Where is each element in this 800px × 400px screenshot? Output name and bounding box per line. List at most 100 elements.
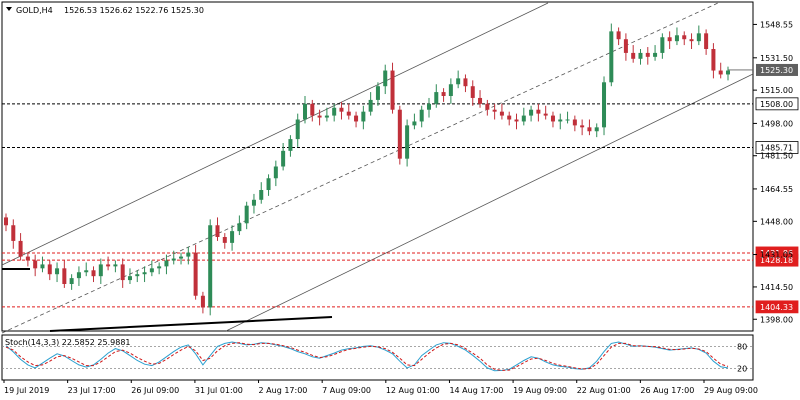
candle-body xyxy=(631,52,636,59)
candle-body xyxy=(361,111,366,122)
candle-body xyxy=(186,252,191,257)
price-level-box xyxy=(755,141,799,154)
candle-body xyxy=(295,119,300,140)
candle-body xyxy=(200,295,205,308)
candle-body xyxy=(434,92,439,104)
candle-body xyxy=(354,115,359,122)
candle-body xyxy=(397,109,402,159)
y-tick-label: 1414.50 xyxy=(760,283,793,292)
candle-body xyxy=(11,225,16,241)
candle-body xyxy=(725,70,731,75)
candle-body xyxy=(288,139,293,151)
candle-body xyxy=(98,264,103,277)
y-tick-label: 1431.05 xyxy=(760,251,793,260)
oscillator-level-label: 20 xyxy=(737,365,747,374)
candle-body xyxy=(230,231,235,243)
candle-body xyxy=(412,121,417,126)
candle-body xyxy=(419,109,424,122)
candle-body xyxy=(33,260,38,269)
price-level-label: 1431.86 xyxy=(760,249,793,258)
oscillator-readout: Stoch(14,3,3) 22.5852 25.9881 xyxy=(5,338,131,347)
price-level-label: 1485.71 xyxy=(760,143,793,152)
candle-body xyxy=(244,205,249,224)
candle-body xyxy=(390,70,395,110)
candle-body xyxy=(346,111,351,116)
candle-body xyxy=(120,264,125,281)
candle-body xyxy=(266,178,271,190)
candle-body xyxy=(543,113,548,116)
candle-body xyxy=(580,125,585,128)
candle-body xyxy=(251,199,256,206)
candle-body xyxy=(653,52,658,57)
candle-body xyxy=(215,225,220,237)
candle-body xyxy=(3,217,9,226)
candle-body xyxy=(448,84,453,96)
candle-body xyxy=(492,109,497,112)
candle-body xyxy=(638,52,643,59)
candle-body xyxy=(405,125,410,159)
candle-body xyxy=(237,223,242,232)
candle-body xyxy=(711,49,716,71)
price-level-label: 1428.18 xyxy=(760,256,793,265)
candle-body xyxy=(273,166,278,179)
ohlc-readout: 1526.53 1526.62 1522.76 1525.30 xyxy=(64,6,204,15)
candle-body xyxy=(69,278,74,284)
stoch-signal-line xyxy=(5,342,729,371)
candle-body xyxy=(674,35,679,42)
x-tick-label: 2 Aug 17:00 xyxy=(259,386,308,395)
oscillator-pane-frame xyxy=(1,334,754,381)
candle-body xyxy=(149,268,154,273)
channel-midline xyxy=(1,2,719,334)
candle-body xyxy=(179,256,184,259)
channel-lower-line xyxy=(225,73,754,332)
x-tick-label: 22 Aug 01:00 xyxy=(577,386,631,395)
candle-body xyxy=(704,33,709,49)
price-level-box xyxy=(755,300,799,314)
candle-body xyxy=(222,237,227,243)
x-axis-layer: 19 Jul 2019 23 Jul 17:00 26 Jul 09:00 31 Ju… xyxy=(3,380,758,395)
candle-body xyxy=(645,52,650,57)
candle-body xyxy=(441,92,446,96)
candle-body xyxy=(18,240,23,257)
y-tick-label: 1548.55 xyxy=(760,20,793,29)
candle-body xyxy=(565,119,570,121)
candle-body xyxy=(609,31,614,83)
price-level-box xyxy=(755,253,799,267)
candle-body xyxy=(375,86,380,100)
candle-body xyxy=(696,33,701,42)
x-tick-label: 14 Aug 17:00 xyxy=(449,386,503,395)
candle-body xyxy=(368,99,373,112)
x-tick-label: 23 Jul 17:00 xyxy=(68,386,116,395)
candle-body xyxy=(317,115,322,118)
candle-body xyxy=(324,115,329,118)
candle-body xyxy=(470,86,475,98)
candle-body xyxy=(310,103,315,116)
candle-body xyxy=(91,270,96,277)
stoch-main-line xyxy=(5,341,729,372)
y-tick-label: 1398.00 xyxy=(760,315,793,324)
candle-body xyxy=(521,115,526,122)
rising-support-trendline xyxy=(49,316,333,332)
candle-body xyxy=(478,97,483,104)
channel-layer xyxy=(1,2,754,334)
candle-body xyxy=(485,103,490,110)
candle-body xyxy=(383,70,388,87)
y-tick-label: 1448.00 xyxy=(760,217,793,226)
candle-body xyxy=(106,264,111,267)
candle-body xyxy=(616,31,621,40)
main-pane-frame xyxy=(1,1,754,332)
candle-body xyxy=(339,107,344,112)
candle-body xyxy=(171,258,176,261)
collapse-triangle-icon[interactable] xyxy=(6,7,12,11)
channel-upper-line xyxy=(1,2,549,266)
price-level-label: 1404.33 xyxy=(760,303,793,312)
candle-body xyxy=(718,70,723,75)
candle-body xyxy=(507,115,512,120)
candle-body xyxy=(259,190,264,200)
candle-body xyxy=(514,119,519,122)
x-tick-label: 19 Aug 09:00 xyxy=(513,386,567,395)
candle-body xyxy=(623,39,628,53)
x-tick-label: 19 Jul 2019 xyxy=(4,386,49,395)
